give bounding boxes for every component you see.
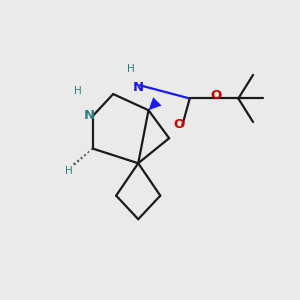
Text: N: N <box>83 109 94 122</box>
Text: H: H <box>127 64 135 74</box>
Text: H: H <box>65 166 73 176</box>
Text: O: O <box>211 89 222 102</box>
Text: O: O <box>173 118 184 131</box>
Text: N: N <box>133 81 144 94</box>
Text: H: H <box>74 86 82 96</box>
Polygon shape <box>148 97 161 110</box>
